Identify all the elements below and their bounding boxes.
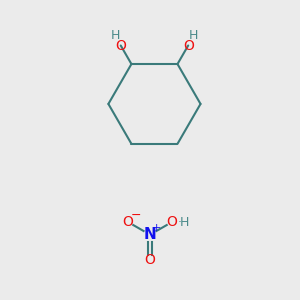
Text: O: O <box>183 38 194 52</box>
Text: O: O <box>115 38 126 52</box>
Text: −: − <box>131 209 142 222</box>
Text: ·: · <box>177 216 181 229</box>
Text: H: H <box>110 29 120 42</box>
Text: O: O <box>123 215 134 229</box>
Text: O: O <box>167 215 177 229</box>
Text: O: O <box>145 253 155 267</box>
Text: H: H <box>189 29 199 42</box>
Text: +: + <box>152 223 161 233</box>
Text: H: H <box>180 216 189 229</box>
Text: N: N <box>144 227 156 242</box>
